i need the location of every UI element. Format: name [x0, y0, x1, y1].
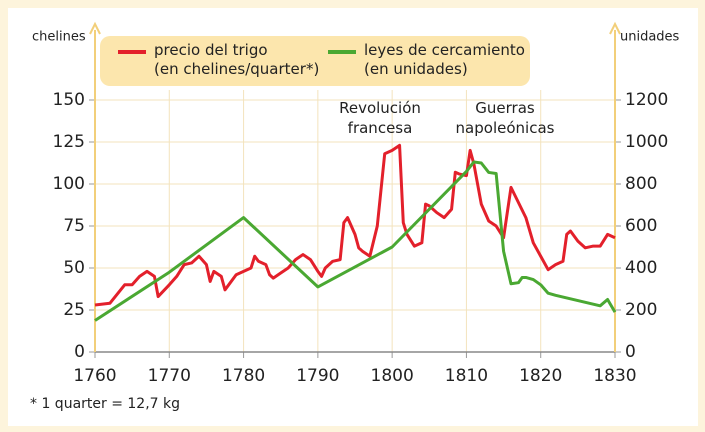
x-tick-label: 1820 [519, 366, 562, 386]
legend-swatch [118, 50, 146, 54]
y-tick-label: 100 [53, 174, 85, 194]
x-tick-label: 1780 [222, 366, 265, 386]
y2-axis-label: unidades [620, 30, 680, 45]
y2-tick-label: 1200 [625, 90, 668, 110]
legend-swatch [328, 50, 356, 54]
y-tick-label: 75 [63, 216, 85, 236]
axis-arrow [89, 21, 101, 35]
x-tick-label: 1760 [73, 366, 116, 386]
annotation: Guerras napoleónicas [455, 99, 555, 137]
series-line [94, 143, 616, 307]
legend-label: leyes de cercamiento (en unidades) [364, 41, 525, 78]
y2-tick-label: 400 [625, 258, 657, 278]
y2-tick-label: 200 [625, 300, 657, 320]
legend-item: precio del trigo (en chelines/quarter*) [118, 41, 319, 79]
y-tick-label: 0 [74, 342, 85, 362]
series-line [94, 160, 617, 322]
footnote: * 1 quarter = 12,7 kg [30, 396, 181, 412]
y2-tick-label: 800 [625, 174, 657, 194]
x-tick-label: 1830 [593, 366, 636, 386]
x-tick-label: 1790 [296, 366, 339, 386]
y-tick-label: 150 [53, 90, 85, 110]
y-axis-label: chelines [32, 30, 86, 45]
y2-tick-label: 600 [625, 216, 657, 236]
y-tick-label: 125 [53, 132, 85, 152]
y-tick-label: 25 [63, 300, 85, 320]
x-tick-label: 1800 [371, 366, 414, 386]
legend: precio del trigo (en chelines/quarter*) l… [100, 36, 530, 86]
y-tick-label: 50 [63, 258, 85, 278]
legend-label: precio del trigo (en chelines/quarter*) [154, 41, 320, 78]
axis-arrow [609, 21, 621, 35]
annotation: Revolución francesa [339, 99, 421, 137]
legend-item: leyes de cercamiento (en unidades) [328, 41, 525, 79]
y2-tick-label: 1000 [625, 132, 668, 152]
y2-tick-label: 0 [625, 342, 636, 362]
x-tick-label: 1810 [445, 366, 488, 386]
x-tick-label: 1770 [148, 366, 191, 386]
